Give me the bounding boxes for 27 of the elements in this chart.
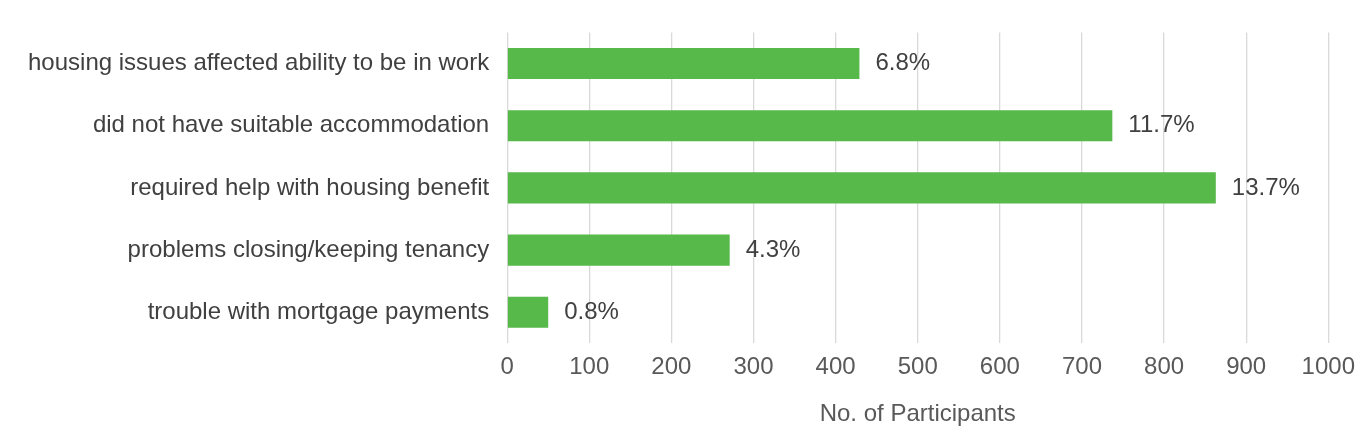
y-tick-label: housing issues affected ability to be in work	[28, 48, 491, 76]
x-tick-label: 800	[1144, 352, 1185, 380]
annotation: 13.7%	[1231, 172, 1300, 200]
annotation: 0.8%	[564, 296, 619, 324]
bar	[507, 296, 549, 328]
annotation: 6.8%	[875, 48, 931, 76]
x-tick-label: 900	[1226, 352, 1267, 380]
x-axis-title: No. of Participants	[819, 399, 1016, 427]
bar	[507, 47, 860, 80]
x-tick-label: 400	[815, 352, 856, 380]
x-tick-label: 500	[897, 352, 938, 380]
y-tick-label: did not have suitable accommodation	[92, 110, 490, 138]
bar	[507, 234, 730, 266]
annotation: 4.3%	[745, 234, 801, 262]
bar	[507, 110, 1113, 142]
y-tick-label: required help with housing benefit	[130, 172, 490, 200]
x-tick-label: 200	[651, 352, 692, 380]
x-tick-label: 300	[733, 352, 774, 380]
y-tick-label: trouble with mortgage payments	[147, 296, 490, 324]
annotation: 11.7%	[1128, 110, 1195, 138]
x-tick-label: 100	[569, 352, 610, 380]
x-tick-label: 0	[500, 352, 514, 380]
x-tick-label: 1000	[1301, 352, 1355, 380]
x-tick-label: 600	[979, 352, 1020, 380]
y-tick-label: problems closing/keeping tenancy	[127, 234, 490, 262]
x-tick-label: 700	[1061, 352, 1102, 380]
bar	[507, 172, 1216, 204]
